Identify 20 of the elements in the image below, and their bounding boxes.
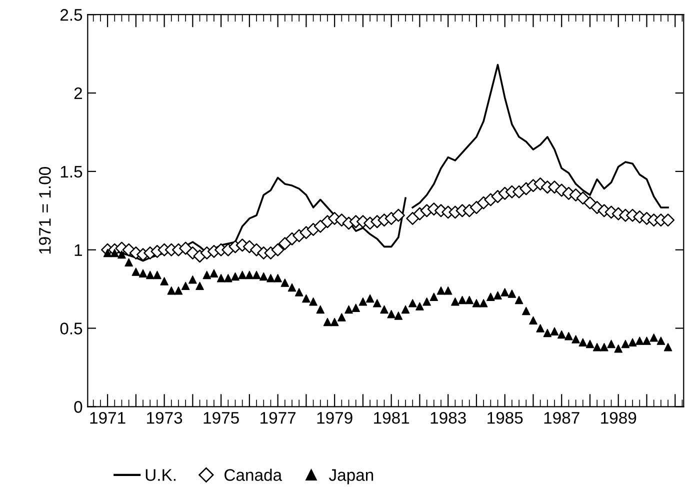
y-tick-label: 0.5 [60, 322, 82, 334]
y-tick-label: 1.5 [60, 166, 82, 178]
y-tick-label: 2.5 [60, 9, 82, 21]
x-tick-label: 1975 [204, 412, 239, 424]
legend-label: Canada [224, 468, 282, 481]
y-tick-label: 0 [74, 401, 82, 413]
x-tick-label: 1971 [90, 412, 126, 424]
legend-label: Japan [328, 469, 374, 484]
y-axis-title: 1971 = 1.00 [39, 167, 51, 254]
x-tick-label: 1981 [374, 412, 410, 424]
x-tick-label: 1977 [260, 412, 296, 424]
legend-label: U.K. [146, 469, 176, 481]
x-tick-label: 1973 [147, 412, 182, 424]
y-tick-label: 2 [74, 87, 82, 100]
x-tick-label: 1989 [601, 412, 636, 424]
y-tick-label: 1 [74, 244, 82, 256]
x-tick-label: 1987 [544, 412, 580, 424]
x-tick-label: 1983 [430, 412, 466, 424]
x-tick-label: 1979 [317, 412, 352, 424]
x-tick-label: 1985 [488, 412, 523, 424]
